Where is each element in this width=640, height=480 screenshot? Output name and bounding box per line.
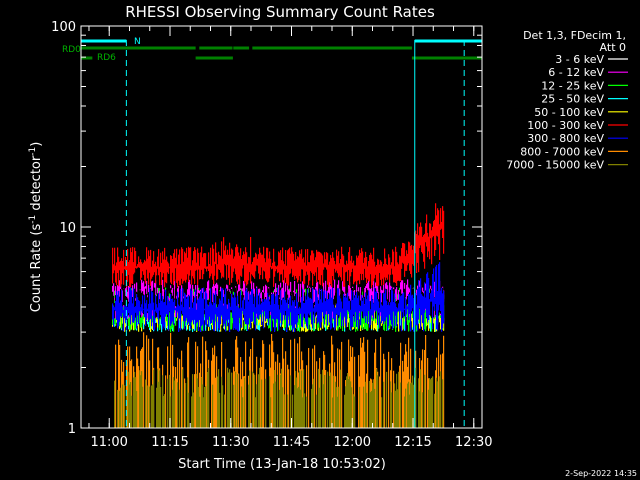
legend-label: 3 - 6 keV [555,53,604,66]
x-tick-label: 12:15 [394,435,431,450]
legend-header-line2: Att 0 [600,41,626,54]
legend-item: 12 - 25 keV [541,79,628,92]
flag-label-n: N [134,37,141,47]
series-trace [112,203,445,288]
x-tick-label: 12:30 [455,435,492,450]
x-tick-label: 11:00 [90,435,127,450]
y-axis-label-main: Count Rate (s [29,224,44,313]
x-tick-label: 11:30 [212,435,249,450]
y-axis-label-mid: detector [29,155,44,215]
series-trace [112,262,445,332]
legend-label: 25 - 50 keV [541,93,604,106]
data-layer [112,203,445,428]
series-trace [114,367,444,428]
legend-label: 12 - 25 keV [541,79,604,92]
legend-label: 300 - 800 keV [527,132,604,145]
chart-title: RHESSI Observing Summary Count Rates [125,3,435,21]
y-axis-label-sup2: -1 [28,147,38,156]
legend-header-line1: Det 1,3, FDecim 1, [523,29,626,42]
series-100-300-kev [112,203,445,288]
y-tick-label: 100 [51,20,76,35]
legend-item: 3 - 6 keV [555,53,628,66]
legend-label: 7000 - 15000 keV [506,159,604,172]
y-axis-label: Count Rate (s-1 detector-1) [28,142,44,313]
footer-date: 2-Sep-2022 14:35 [565,469,637,478]
series-7000-15000-kev [114,367,444,428]
x-axis-label: Start Time (13-Jan-18 10:53:02) [178,457,386,472]
y-tick-label: 10 [59,221,76,236]
legend-item: 7000 - 15000 keV [506,159,628,172]
flag-label-rd0: RD0 [62,45,81,55]
legend-label: 100 - 300 keV [527,119,604,132]
flag-label-rd6: RD6 [97,53,116,63]
y-axis-label-sup1: -1 [28,215,38,224]
legend-item: 100 - 300 keV [527,119,628,132]
x-tick-label: 11:15 [151,435,188,450]
legend-item: 300 - 800 keV [527,132,628,145]
x-tick-label: 12:00 [334,435,371,450]
legend-item: 800 - 7000 keV [520,145,628,158]
legend-label: 6 - 12 keV [548,66,604,79]
axis-layer: 1 10 100 11:00 11:15 11:30 11:45 12:00 12:15 12:3… [51,20,492,450]
series-300-800-kev [112,262,445,332]
legend-label: 50 - 100 keV [534,106,604,119]
y-axis-label-end: ) [29,142,44,147]
legend-item: 25 - 50 keV [541,93,628,106]
legend-item: 6 - 12 keV [548,66,628,79]
legend-label: 800 - 7000 keV [520,145,604,158]
x-tick-label: 11:45 [273,435,310,450]
legend-item: 50 - 100 keV [534,106,628,119]
y-tick-label: 1 [68,422,76,437]
